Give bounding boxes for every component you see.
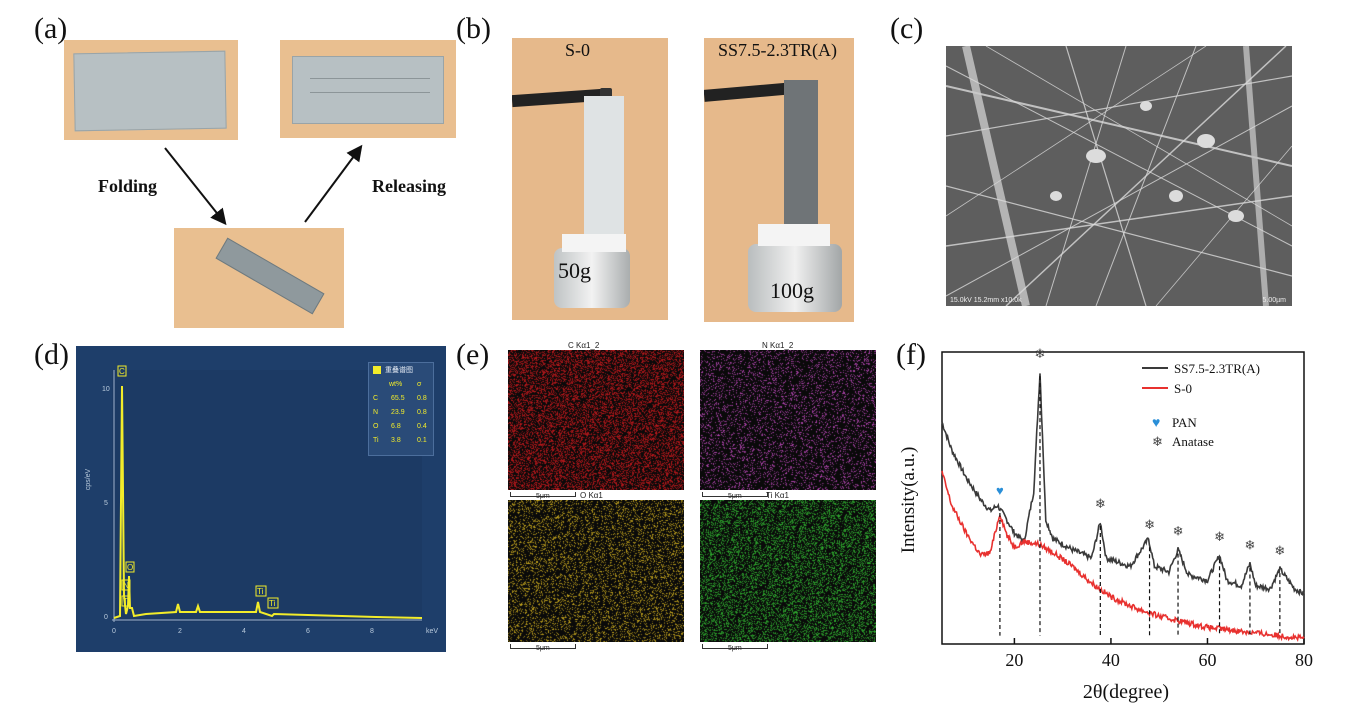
xrd-xtick-label: 80	[1295, 650, 1313, 670]
peak-ti-label-2: Ti	[269, 599, 276, 608]
legend-pan-label: PAN	[1172, 415, 1197, 430]
eds-legend-s-header: σ	[417, 381, 422, 388]
map-c-title: C Kα1_2	[568, 341, 600, 350]
legend-anatase-icon: ❄	[1152, 434, 1163, 449]
sem-fibers	[946, 46, 1292, 306]
peak-c-label: C	[119, 367, 125, 376]
eds-ytick-5: 5	[104, 500, 108, 507]
xrd-xtick-label: 20	[1005, 650, 1023, 670]
xrd-ylabel: Intensity(a.u.)	[898, 447, 919, 554]
releasing-label: Releasing	[372, 176, 446, 196]
anatase-marker-icon: ❄	[1244, 538, 1255, 553]
photo-s0-weight: 50g	[512, 38, 668, 320]
map-c-scalebar	[510, 492, 576, 497]
photo-released	[280, 40, 456, 138]
eds-xtick-8: 8	[370, 628, 374, 635]
eds-legend-wt-header: wt%	[389, 381, 403, 388]
panel-e-label: (e)	[456, 338, 490, 371]
eds-xtick-2: 2	[178, 628, 182, 635]
ss-title: SS7.5-2.3TR(A)	[718, 40, 838, 60]
photo-ss-weight: 100g	[704, 38, 854, 322]
eds-peak-labels: C O N Ti Ti Ti	[117, 365, 279, 609]
anatase-marker-icon: ❄	[1035, 346, 1046, 361]
anatase-marker-icon: ❄	[1095, 496, 1106, 511]
xrd-series-ss	[941, 373, 1305, 597]
anatase-marker-icon: ❄	[1214, 529, 1225, 544]
map-texture	[508, 350, 684, 490]
eds-legend-row-ti: Ti 3.8 0.1	[373, 437, 427, 444]
xrd-xlabel: 2θ(degree)	[1083, 681, 1169, 703]
eds-legend-row-c: C 65.5 0.8	[373, 395, 427, 402]
eds-ytick-10: 10	[102, 386, 110, 393]
pan-marker-icon: ♥	[996, 483, 1004, 498]
eds-xtick-6: 6	[306, 628, 310, 635]
panel-f-label: (f)	[896, 338, 926, 371]
anatase-marker-icon: ❄	[1144, 517, 1155, 532]
eds-xtick-4: 4	[242, 628, 246, 635]
folding-label: Folding	[98, 176, 158, 196]
xrd-legend: SS7.5-2.3TR(A) S-0 ♥ PAN ❄ Anatase	[1142, 361, 1260, 449]
weight-100g: 100g	[770, 278, 814, 303]
peak-n-label: N	[123, 581, 129, 590]
anatase-marker-icon: ❄	[1274, 543, 1285, 558]
map-c	[508, 350, 684, 490]
map-ti-scale: 5μm	[728, 645, 742, 652]
legend-ss-label: SS7.5-2.3TR(A)	[1174, 361, 1260, 376]
panel-b-label: (b)	[456, 12, 491, 45]
map-o-scalebar	[510, 644, 576, 649]
eds-legend: 重叠谱图 wt% σ C 65.5 0.8 N 23.9 0.8 O 6.8 0.4 Ti 3…	[368, 362, 434, 456]
eds-legend-title: 重叠谱图	[385, 367, 413, 374]
panel-c-label: (c)	[890, 12, 924, 45]
xrd-chart: 20 40 60 80 ♥ ❄ ❄ ❄ ❄ ❄ ❄ ❄ SS7.5-2.3TR(A) S-0 ♥ P…	[898, 346, 1313, 703]
map-n-scalebar	[702, 492, 768, 497]
map-o	[508, 500, 684, 642]
map-ti	[700, 500, 876, 642]
legend-s0-label: S-0	[1174, 381, 1192, 396]
map-ti-title: Ti Kα1	[766, 491, 789, 500]
sem-info: 15.0kV 15.2mm x10.0k	[950, 297, 1022, 304]
eds-y-label: cps/eV	[85, 468, 93, 491]
peak-o-label: O	[127, 563, 133, 572]
map-o-scale: 5μm	[536, 645, 550, 652]
map-c-scale: 5μm	[536, 493, 550, 500]
map-n-scale: 5μm	[728, 493, 742, 500]
map-texture	[508, 500, 684, 642]
weight-50g: 50g	[558, 258, 591, 283]
sem-image: 15.0kV 15.2mm x10.0k 5.00µm	[946, 46, 1292, 306]
anatase-marker-icon: ❄	[1173, 524, 1184, 539]
photo-unfolded	[64, 40, 238, 140]
s0-title: S-0	[565, 40, 591, 60]
map-ti-scalebar	[702, 644, 768, 649]
peak-ti-label-low: Ti	[123, 597, 130, 606]
map-n	[700, 350, 876, 490]
eds-legend-row-o: O 6.8 0.4	[373, 423, 427, 430]
eds-spectrum: C O N Ti Ti Ti cps/eV 10 5 0 0 2 4 6 8 k…	[76, 346, 446, 652]
panel-a-label: (a)	[34, 12, 68, 45]
eds-ytick-0: 0	[104, 614, 108, 621]
sem-scale: 5.00µm	[1262, 297, 1287, 304]
xrd-xtick-label: 40	[1102, 650, 1120, 670]
xrd-frame	[941, 351, 1305, 645]
map-texture	[700, 500, 876, 642]
xrd-series-s0	[941, 470, 1305, 642]
map-n-title: N Kα1_2	[762, 341, 794, 350]
eds-xtick-0: 0	[112, 628, 116, 635]
legend-pan-icon: ♥	[1152, 416, 1160, 431]
map-texture	[700, 350, 876, 490]
photo-folded	[174, 228, 344, 328]
legend-anatase-label: Anatase	[1172, 434, 1214, 449]
map-o-title: O Kα1	[580, 491, 603, 500]
peak-ti-label-1: Ti	[257, 587, 264, 596]
xrd-xtick-label: 60	[1198, 650, 1216, 670]
eds-legend-row-n: N 23.9 0.8	[373, 409, 427, 416]
eds-x-label: keV	[426, 628, 439, 635]
panel-d-label: (d)	[34, 338, 69, 371]
